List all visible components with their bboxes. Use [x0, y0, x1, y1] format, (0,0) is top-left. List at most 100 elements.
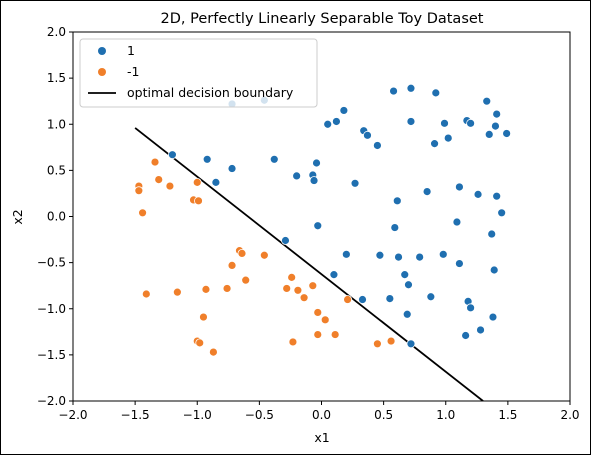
data-point-class-1 — [406, 339, 416, 349]
x-tick-label: −2.0 — [58, 408, 87, 422]
legend-marker-class-1 — [98, 47, 106, 55]
data-point-class-1 — [329, 270, 339, 280]
data-point-class-1 — [309, 176, 319, 185]
y-tick-label: −2.0 — [37, 394, 66, 408]
y-tick-label: 0.5 — [47, 163, 66, 177]
y-axis-ticks: 2.0 1.5 1.0 0.5 0.0 −0.5 −1.0 −1.5 −2.0 — [37, 25, 73, 408]
data-point-class-neg1 — [209, 347, 218, 357]
legend-box — [79, 38, 318, 108]
data-point-class-1 — [482, 96, 492, 106]
data-point-class-neg1 — [282, 284, 292, 293]
data-point-class-1 — [385, 294, 395, 304]
data-point-class-neg1 — [343, 295, 352, 304]
data-point-class-neg1 — [172, 287, 182, 297]
y-tick-label: −1.0 — [37, 302, 66, 316]
data-point-class-1 — [341, 249, 351, 259]
legend: 1 -1 optimal decision boundary — [79, 38, 318, 108]
data-point-class-1 — [466, 303, 476, 313]
x-tick-label: 0.0 — [312, 408, 331, 422]
data-point-class-1 — [492, 109, 502, 119]
data-point-class-1 — [484, 129, 494, 139]
data-point-class-neg1 — [165, 181, 175, 191]
data-point-class-1 — [404, 280, 413, 290]
line-layer — [134, 127, 484, 401]
data-point-class-neg1 — [154, 175, 164, 185]
data-point-class-1 — [491, 121, 500, 131]
y-tick-label: −0.5 — [37, 256, 66, 270]
data-point-class-1 — [313, 221, 323, 231]
data-point-class-neg1 — [227, 260, 237, 270]
data-point-class-1 — [211, 177, 221, 187]
decision-boundary-line — [134, 127, 484, 401]
data-point-class-1 — [394, 252, 403, 262]
x-tick-label: 2.0 — [560, 408, 579, 422]
data-point-class-neg1 — [150, 157, 160, 167]
data-point-class-1 — [292, 171, 302, 181]
data-point-class-neg1 — [259, 250, 269, 260]
data-point-class-1 — [312, 158, 321, 168]
data-point-class-1 — [363, 130, 372, 140]
x-tick-label: 1.5 — [498, 408, 517, 422]
data-point-class-neg1 — [194, 196, 203, 206]
data-point-class-neg1 — [313, 330, 323, 339]
data-point-class-1 — [492, 191, 502, 201]
data-point-class-1 — [392, 196, 402, 206]
data-point-class-1 — [402, 309, 412, 319]
data-point-class-1 — [440, 118, 449, 128]
y-tick-label: −1.5 — [37, 348, 66, 362]
x-tick-label: 1.0 — [436, 408, 455, 422]
data-point-class-neg1 — [293, 285, 303, 295]
chart-title: 2D, Perfectly Linearly Separable Toy Dat… — [161, 11, 484, 27]
data-point-class-neg1 — [386, 336, 396, 346]
data-point-class-1 — [227, 164, 237, 173]
data-point-class-1 — [202, 154, 212, 164]
data-point-class-1 — [332, 117, 341, 126]
legend-label-class-1: 1 — [127, 43, 135, 58]
x-axis-ticks: −2.0 −1.5 −1.0 −0.5 0.0 0.5 1.0 1.5 2.0 — [58, 401, 580, 422]
data-point-class-1 — [281, 236, 290, 245]
data-point-class-1 — [438, 249, 448, 259]
data-point-class-1 — [400, 270, 410, 280]
data-point-class-1 — [487, 229, 497, 239]
data-point-class-neg1 — [308, 281, 318, 291]
data-point-class-neg1 — [134, 186, 144, 196]
data-point-class-neg1 — [195, 338, 205, 348]
data-point-class-neg1 — [287, 272, 297, 282]
data-point-class-neg1 — [241, 275, 251, 285]
data-point-class-neg1 — [201, 284, 211, 294]
y-tick-label: 0.0 — [47, 210, 66, 224]
data-point-class-neg1 — [299, 293, 309, 303]
data-point-class-1 — [431, 88, 441, 98]
data-point-class-1 — [390, 223, 400, 232]
data-point-class-1 — [502, 129, 512, 138]
y-tick-label: 2.0 — [47, 25, 66, 39]
x-axis-label: x1 — [314, 430, 329, 445]
data-point-class-1 — [443, 133, 453, 143]
data-point-class-neg1 — [199, 312, 208, 322]
x-tick-label: −0.5 — [245, 408, 274, 422]
data-point-class-1 — [426, 292, 436, 302]
data-point-class-1 — [389, 86, 398, 96]
data-point-class-1 — [497, 208, 507, 218]
legend-label-decision-boundary: optimal decision boundary — [127, 85, 294, 100]
data-point-class-neg1 — [373, 339, 382, 349]
data-point-class-1 — [323, 119, 333, 129]
data-point-class-neg1 — [192, 177, 202, 187]
y-axis-label: x2 — [10, 209, 25, 224]
data-point-class-neg1 — [313, 308, 323, 317]
data-point-class-neg1 — [237, 248, 247, 258]
data-point-class-1 — [455, 182, 464, 192]
data-point-class-1 — [466, 118, 476, 128]
data-point-class-1 — [167, 150, 177, 160]
data-point-class-neg1 — [288, 337, 298, 347]
data-point-class-neg1 — [330, 330, 340, 339]
data-point-class-1 — [373, 141, 382, 150]
data-point-class-1 — [406, 117, 416, 126]
data-point-class-1 — [476, 325, 485, 335]
data-point-class-1 — [422, 187, 432, 196]
data-point-class-neg1 — [222, 284, 232, 293]
data-point-class-neg1 — [141, 289, 151, 299]
data-point-class-1 — [375, 250, 385, 260]
